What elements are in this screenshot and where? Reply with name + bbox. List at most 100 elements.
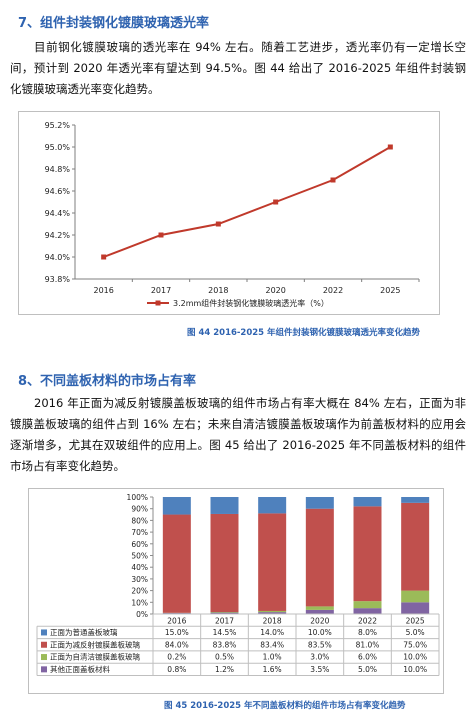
table-value: 83.4%	[260, 640, 284, 649]
data-point	[273, 199, 279, 205]
table-value: 0.5%	[215, 653, 234, 662]
data-point	[387, 144, 393, 150]
stacked-bar-chart-frame: 0% 10% 20% 30% 40% 50% 60% 70% 80% 90% 100% 2016 201…	[28, 488, 444, 694]
legend-key	[41, 666, 47, 673]
section-7-title: 7、组件封装钢化镀膜玻璃透光率	[18, 16, 210, 31]
x-tick-label: 2025	[380, 286, 400, 295]
table-value: 8.0%	[358, 628, 377, 637]
table-value: 83.5%	[308, 640, 332, 649]
figure-45-caption: 图 45 2016-2025 年不同盖板材料的组件市场占有率变化趋势	[164, 701, 406, 711]
y-tick-label: 94.4%	[45, 209, 71, 218]
bar-segment	[401, 497, 430, 503]
legend-label: 正面为普通盖板玻璃	[50, 627, 118, 637]
section-8-paragraph: 2016 年正面为减反射镀膜盖板玻璃的组件市场占有率大概在 84% 左右，正面为…	[10, 396, 466, 473]
bar-segment	[210, 497, 239, 514]
line-chart-frame: 93.8% 94.0% 94.2% 94.4% 94.6% 94.8% 95.0% 95.2%…	[18, 111, 440, 315]
x-tick-label: 2020	[265, 286, 285, 295]
table-value: 1.0%	[263, 653, 282, 662]
y-tick-label: 30%	[131, 575, 148, 584]
figure-44-caption: 图 44 2016-2025 年组件封装钢化镀膜玻璃透光率变化趋势	[187, 328, 421, 338]
x-category-label: 2022	[358, 616, 377, 625]
bar-segment	[401, 590, 430, 603]
table-value: 0.2%	[167, 653, 186, 662]
y-tick-label: 60%	[131, 540, 148, 549]
bar-segment	[305, 609, 334, 614]
bar-segment	[305, 497, 334, 509]
bar-segment	[305, 508, 334, 607]
table-value: 0.8%	[167, 665, 186, 674]
legend-key	[41, 654, 47, 661]
legend-label: 3.2mm组件封装钢化镀膜玻璃透光率（%）	[173, 298, 329, 308]
stacked-bar-chart: 0% 10% 20% 30% 40% 50% 60% 70% 80% 90% 100% 2016 201…	[36, 493, 440, 676]
table-value: 75.0%	[403, 640, 427, 649]
y-tick-label: 93.8%	[45, 275, 71, 284]
y-tick-label: 94.2%	[45, 231, 71, 240]
x-tick-label: 2018	[208, 286, 228, 295]
bar-segment	[258, 497, 287, 514]
y-tick-label: 94.6%	[45, 187, 71, 196]
table-value: 10.0%	[403, 653, 427, 662]
legend-marker	[155, 300, 161, 306]
y-tick-label: 70%	[131, 528, 148, 537]
y-tick-label: 95.2%	[45, 121, 71, 130]
legend-key	[41, 629, 47, 636]
data-point	[215, 221, 221, 227]
bar-segment	[162, 497, 191, 515]
bar-segment	[401, 602, 430, 614]
y-tick-label: 80%	[131, 516, 148, 525]
bar-segment	[162, 514, 191, 613]
table-value: 3.0%	[310, 653, 329, 662]
data-point	[101, 254, 107, 260]
y-tick-label: 94.0%	[45, 253, 71, 262]
table-value: 5.0%	[406, 628, 425, 637]
data-point	[158, 232, 164, 238]
series-line	[103, 146, 391, 258]
x-tick-label: 2017	[151, 286, 171, 295]
y-tick-label: 50%	[131, 552, 148, 561]
x-category-label: 2017	[215, 616, 234, 625]
bar-segment	[210, 513, 239, 613]
data-point	[330, 177, 336, 183]
table-value: 5.0%	[358, 665, 377, 674]
x-category-label: 2020	[310, 616, 329, 625]
x-tick-label: 2016	[93, 286, 113, 295]
x-category-label: 2025	[406, 616, 425, 625]
y-tick-label: 40%	[131, 563, 148, 572]
table-value: 10.0%	[403, 665, 427, 674]
table-value: 15.0%	[165, 628, 189, 637]
legend-label: 其他正面盖板材料	[50, 664, 110, 674]
y-tick-label: 94.8%	[45, 165, 71, 174]
section-7-paragraph: 目前钢化镀膜玻璃的透光率在 94% 左右。随着工艺进步，透光率仍有一定增长空间，…	[10, 40, 466, 96]
x-category-label: 2018	[263, 616, 282, 625]
y-tick-label: 90%	[131, 505, 148, 514]
table-value: 3.5%	[310, 665, 329, 674]
table-value: 14.5%	[213, 628, 237, 637]
bar-segment	[210, 612, 239, 614]
legend-label: 正面为自清洁镀膜盖板玻璃	[50, 652, 140, 662]
y-tick-label: 20%	[131, 587, 148, 596]
table-value: 6.0%	[358, 653, 377, 662]
bar-segment	[258, 513, 287, 611]
x-category-label: 2016	[167, 616, 186, 625]
legend-label: 正面为减反射镀膜盖板玻璃	[50, 639, 140, 649]
bar-segment	[353, 497, 382, 507]
table-value: 14.0%	[260, 628, 284, 637]
table-value: 81.0%	[356, 640, 380, 649]
x-tick-label: 2022	[323, 286, 343, 295]
bar-segment	[210, 612, 239, 613]
table-value: 83.8%	[213, 640, 237, 649]
table-value: 10.0%	[308, 628, 332, 637]
bar-segment	[258, 612, 287, 614]
y-tick-label: 100%	[127, 493, 148, 502]
bar-segment	[401, 502, 430, 591]
bar-segment	[353, 506, 382, 602]
line-chart: 93.8% 94.0% 94.2% 94.4% 94.6% 94.8% 95.0% 95.2%…	[45, 121, 420, 308]
y-tick-label: 10%	[131, 598, 148, 607]
table-value: 84.0%	[165, 640, 189, 649]
bar-segment	[258, 610, 287, 613]
bar-segment	[353, 608, 382, 614]
y-tick-label: 0%	[136, 610, 148, 619]
legend-key	[41, 641, 47, 648]
table-value: 1.2%	[215, 665, 234, 674]
table-value: 1.6%	[263, 665, 282, 674]
